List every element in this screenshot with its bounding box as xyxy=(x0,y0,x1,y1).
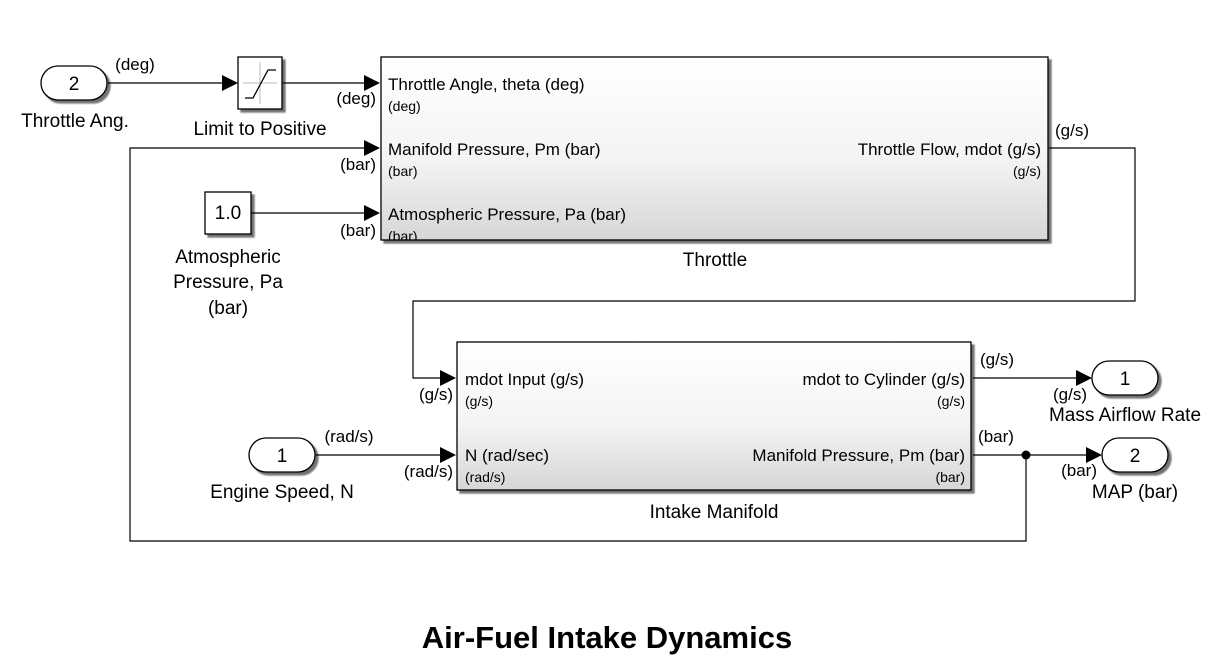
arrowhead xyxy=(1076,370,1092,386)
outport-number: 2 xyxy=(1130,446,1141,467)
intake-port-pm: Manifold Pressure, Pm (bar) xyxy=(752,446,965,465)
port-unit: (bar) xyxy=(388,163,418,179)
signal-unit: (bar) xyxy=(340,221,376,240)
signal-unit: (deg) xyxy=(336,89,376,108)
throttle-port-theta: Throttle Angle, theta (deg) xyxy=(388,75,585,94)
signal-unit: (g/s) xyxy=(1053,385,1087,404)
inport-engine-speed[interactable]: 1 xyxy=(248,437,316,473)
constant-value: 1.0 xyxy=(215,203,241,224)
arrowhead xyxy=(364,205,380,221)
inport-label: Engine Speed, N xyxy=(210,482,354,503)
throttle-block-name: Throttle xyxy=(683,250,747,271)
branch-point xyxy=(1021,450,1031,460)
saturation-icon xyxy=(245,69,276,99)
arrowhead xyxy=(364,140,380,156)
throttle-subsystem[interactable]: Throttle Angle, theta (deg) (deg) Manifo… xyxy=(380,56,1049,244)
saturation-block[interactable] xyxy=(237,56,283,110)
throttle-port-flow: Throttle Flow, mdot (g/s) xyxy=(858,140,1041,159)
arrowhead xyxy=(440,447,456,463)
arrowhead xyxy=(364,75,380,91)
wire-pm-feedback[interactable] xyxy=(129,147,1027,542)
port-unit: (deg) xyxy=(388,98,421,114)
signal-unit: (deg) xyxy=(115,55,155,74)
inport-throttle-ang[interactable]: 2 xyxy=(40,65,108,101)
outport-map[interactable]: 2 xyxy=(1101,437,1169,473)
signal-unit: (g/s) xyxy=(419,385,453,404)
constant-label-line-2: Pressure, Pa xyxy=(173,272,283,293)
inport-label: Throttle Ang. xyxy=(21,111,129,132)
diagram-title: Air-Fuel Intake Dynamics xyxy=(422,620,792,655)
port-unit: (rad/s) xyxy=(465,469,505,485)
arrowhead xyxy=(440,370,456,386)
arrowhead xyxy=(222,75,238,91)
constant-block[interactable]: 1.0 xyxy=(204,191,252,235)
port-unit: (g/s) xyxy=(1013,163,1041,179)
throttle-port-pm: Manifold Pressure, Pm (bar) xyxy=(388,140,601,159)
intake-port-mdot-cylinder: mdot to Cylinder (g/s) xyxy=(803,370,966,389)
signal-unit: (bar) xyxy=(978,427,1014,446)
outport-number: 1 xyxy=(1120,369,1131,390)
signal-unit: (rad/s) xyxy=(324,427,373,446)
constant-label-line-3: (bar) xyxy=(208,298,248,319)
port-unit: (bar) xyxy=(935,469,965,485)
signal-unit: (rad/s) xyxy=(404,462,453,481)
port-unit: (bar) xyxy=(388,228,418,244)
wires xyxy=(108,75,1136,542)
intake-port-n: N (rad/sec) xyxy=(465,446,549,465)
intake-block-name: Intake Manifold xyxy=(650,502,779,523)
saturation-label: Limit to Positive xyxy=(193,119,326,140)
intake-port-mdot-input: mdot Input (g/s) xyxy=(465,370,584,389)
arrowhead xyxy=(1086,447,1102,463)
outport-label: Mass Airflow Rate xyxy=(1049,405,1201,426)
signal-unit: (g/s) xyxy=(1055,121,1089,140)
port-unit: (g/s) xyxy=(937,393,965,409)
throttle-port-pa: Atmospheric Pressure, Pa (bar) xyxy=(388,205,626,224)
port-unit: (g/s) xyxy=(465,393,493,409)
signal-unit: (bar) xyxy=(340,155,376,174)
intake-manifold-subsystem[interactable]: mdot Input (g/s) (g/s) N (rad/sec) (rad/… xyxy=(456,341,972,491)
inport-number: 1 xyxy=(277,446,288,467)
signal-unit: (g/s) xyxy=(980,350,1014,369)
signal-unit: (bar) xyxy=(1061,461,1097,480)
outport-label: MAP (bar) xyxy=(1092,482,1178,503)
wire-throttle-flow[interactable] xyxy=(412,147,1136,379)
constant-label-line-1: Atmospheric xyxy=(175,247,281,268)
inport-number: 2 xyxy=(69,74,80,95)
outport-mass-airflow[interactable]: 1 xyxy=(1091,360,1159,396)
